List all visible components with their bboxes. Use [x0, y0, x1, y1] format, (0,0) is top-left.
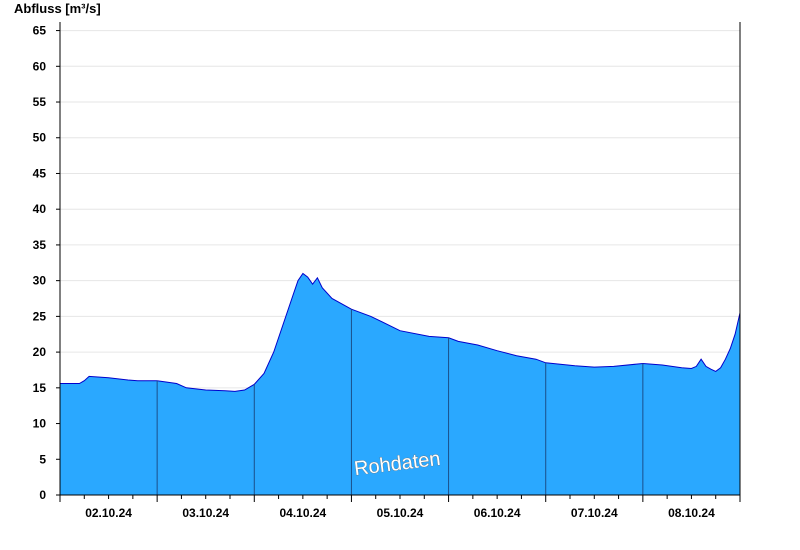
x-ticks: 02.10.24 03.10.24 04.10.24 05.10.24 06.10.24… — [59, 495, 741, 520]
y-tick-label: 35 — [33, 238, 47, 252]
discharge-line — [60, 272, 741, 392]
x-tick-label: 08.10.24 — [668, 506, 715, 520]
y-tick-label: 25 — [33, 309, 47, 323]
y-tick-label: 30 — [33, 274, 47, 288]
y-axis-title: Abfluss [m³/s] — [14, 1, 101, 16]
y-tick-label: 20 — [33, 345, 47, 359]
y-tick-label: 65 — [33, 24, 47, 38]
x-tick-label: 05.10.24 — [377, 506, 424, 520]
y-tick-label: 55 — [33, 95, 47, 109]
y-tick-label: 50 — [33, 131, 47, 145]
day-separators — [156, 309, 644, 495]
y-tick-label: 0 — [39, 488, 46, 502]
y-tick-label: 10 — [33, 417, 47, 431]
y-tick-label: 5 — [39, 452, 46, 466]
y-tick-label: 40 — [33, 202, 47, 216]
x-tick-label: 03.10.24 — [182, 506, 229, 520]
x-tick-label: 07.10.24 — [571, 506, 618, 520]
discharge-area — [60, 273, 740, 495]
x-tick-label: 04.10.24 — [279, 506, 326, 520]
y-ticks: 0 5 10 15 20 25 30 35 40 45 50 55 60 65 — [33, 24, 60, 502]
y-tick-label: 45 — [33, 166, 47, 180]
y-tick-label: 15 — [33, 381, 47, 395]
x-tick-label: 06.10.24 — [474, 506, 521, 520]
x-tick-label: 02.10.24 — [85, 506, 132, 520]
y-tick-label: 60 — [33, 59, 47, 73]
